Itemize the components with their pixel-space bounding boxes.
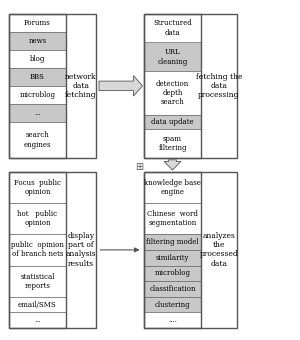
Bar	[9, 14, 66, 158]
Bar	[9, 68, 66, 86]
Bar	[9, 14, 66, 32]
Bar	[9, 172, 96, 328]
Bar	[9, 172, 66, 203]
Text: ⊞: ⊞	[135, 162, 144, 172]
Bar	[144, 250, 201, 266]
Bar	[9, 122, 66, 158]
Bar	[144, 71, 201, 115]
Text: network
data
fetching: network data fetching	[65, 73, 97, 99]
Text: statistical
reports: statistical reports	[20, 273, 55, 290]
Text: microblog: microblog	[154, 269, 190, 277]
Text: ...: ...	[34, 316, 41, 324]
Text: URL
cleaning: URL cleaning	[158, 48, 188, 66]
Bar	[9, 312, 66, 328]
Text: news: news	[28, 37, 46, 45]
Text: search
engines: search engines	[24, 132, 51, 149]
Text: ....: ....	[168, 316, 177, 324]
Text: BBS: BBS	[30, 73, 45, 81]
Bar	[9, 172, 66, 328]
Text: spam
filtering: spam filtering	[158, 135, 187, 152]
Text: Forums: Forums	[24, 19, 51, 27]
Text: Chinese  word
segmentation: Chinese word segmentation	[147, 210, 198, 227]
Text: ...: ...	[34, 109, 41, 117]
Polygon shape	[99, 75, 142, 96]
Bar	[9, 32, 66, 50]
Text: email/SMS: email/SMS	[18, 301, 57, 309]
Bar	[144, 172, 237, 328]
Text: analyzes
the
processed
data: analyzes the processed data	[200, 232, 238, 268]
Bar	[144, 172, 201, 328]
Text: Structured
data: Structured data	[153, 19, 192, 37]
Text: similarity: similarity	[156, 254, 189, 262]
Bar	[144, 172, 201, 203]
Bar	[9, 50, 66, 68]
Bar	[144, 14, 201, 158]
Text: classification: classification	[149, 285, 196, 293]
Bar	[144, 14, 237, 158]
Bar	[144, 312, 201, 328]
Bar	[9, 266, 66, 297]
Text: display
part of
analysis
results: display part of analysis results	[66, 232, 96, 268]
Bar	[144, 281, 201, 297]
Text: detection
depth
search: detection depth search	[156, 80, 189, 106]
Text: blog: blog	[30, 55, 45, 63]
Bar	[144, 203, 201, 234]
Bar	[144, 266, 201, 281]
Bar	[144, 115, 201, 129]
Bar	[144, 129, 201, 158]
Text: filtering model: filtering model	[146, 238, 199, 246]
Bar	[9, 203, 66, 234]
Text: data update: data update	[151, 118, 194, 126]
Polygon shape	[164, 160, 181, 170]
Bar	[144, 297, 201, 312]
Text: hot   public
opinion: hot public opinion	[17, 210, 58, 227]
Bar	[9, 104, 66, 122]
Bar	[144, 14, 201, 42]
Text: microblog: microblog	[20, 91, 56, 99]
Bar	[9, 14, 96, 158]
Text: public  opinion
of branch nets: public opinion of branch nets	[11, 241, 64, 258]
Bar	[9, 297, 66, 312]
Text: fetching the
data
processing: fetching the data processing	[196, 73, 242, 99]
Bar	[9, 86, 66, 104]
Text: Focus  public
opinion: Focus public opinion	[14, 179, 61, 196]
Text: clustering: clustering	[155, 301, 190, 309]
Bar	[144, 42, 201, 71]
Bar	[9, 234, 66, 266]
Text: knowledge base
engine: knowledge base engine	[144, 179, 201, 196]
Bar	[144, 234, 201, 250]
